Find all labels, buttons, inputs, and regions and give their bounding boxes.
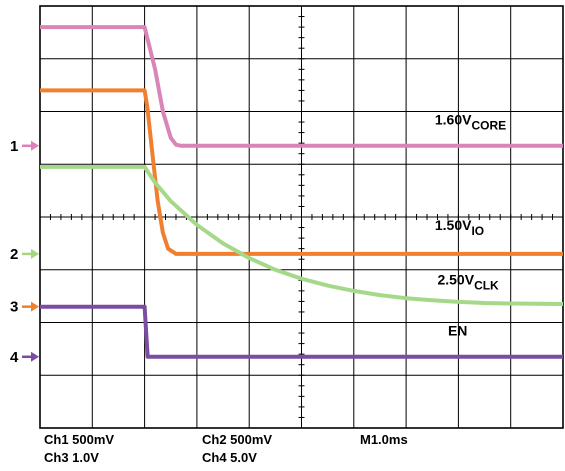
channel-marker-label: 2	[10, 246, 18, 263]
channel-marker-arrow	[31, 351, 39, 362]
trace-label: 1.50VIO	[435, 217, 484, 238]
channel-marker-label: 1	[10, 138, 18, 155]
trace-label-subscript: CLK	[474, 279, 499, 293]
trace-250v	[40, 164, 564, 306]
ch3-setting: Ch3 1.0V	[44, 450, 99, 465]
trace-label-group: 1.60VCORE 1.50VIO 2.50VCLK EN	[435, 112, 506, 339]
ch1-setting: Ch1 500mV	[44, 432, 114, 447]
trace-label-subscript: IO	[471, 224, 484, 238]
trace-label-subscript: CORE	[471, 119, 506, 133]
trace-group	[40, 25, 564, 359]
channel-marker-label: 4	[10, 349, 19, 366]
ch4-setting: Ch4 5.0V	[202, 450, 257, 465]
grid	[39, 5, 564, 429]
timebase-setting: M1.0ms	[360, 432, 408, 447]
trace-label: EN	[448, 323, 467, 339]
trace-label: 2.50VCLK	[437, 272, 499, 293]
channel-marker-label: 3	[10, 299, 18, 316]
ch2-setting: Ch2 500mV	[202, 432, 272, 447]
channel-marker-arrow	[31, 248, 39, 259]
trace-150v	[40, 88, 563, 256]
channel-marker-arrow	[31, 140, 39, 151]
trace-en	[40, 304, 563, 359]
trace-160v	[40, 25, 563, 148]
channel-marker-group: 1 2 3 4	[10, 138, 39, 366]
channel-marker-arrow	[31, 301, 39, 312]
trace-label: 1.60VCORE	[435, 112, 506, 133]
